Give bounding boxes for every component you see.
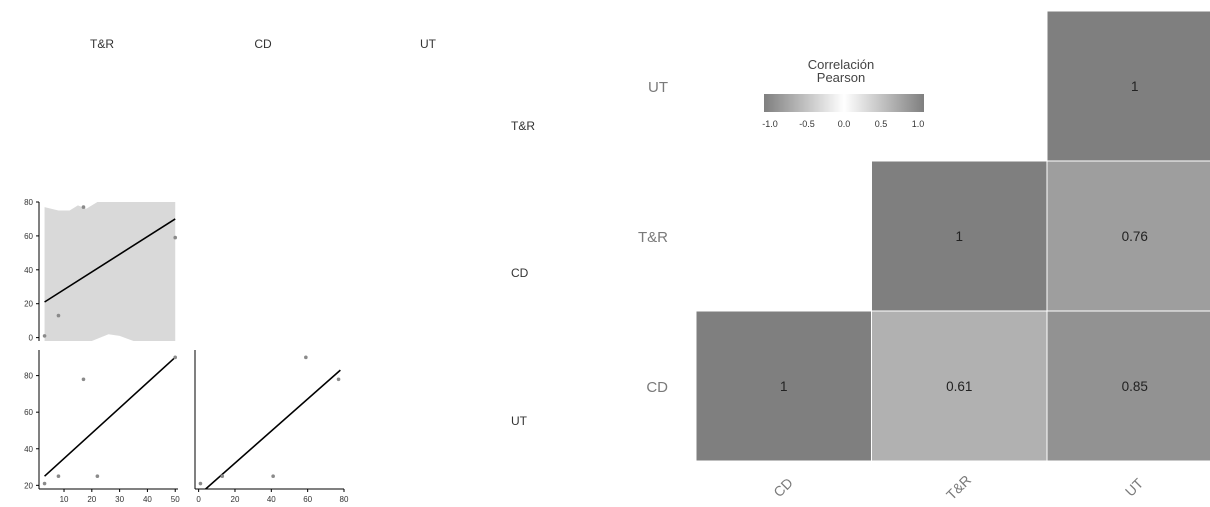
data-point-4 — [336, 377, 341, 382]
x-tick-label-2: 40 — [267, 495, 276, 504]
pairs-plot: T&R CD UT T&R CD UT 0 20 40 60 80 10 20 30 40 50 20 40 60 8… — [24, 37, 535, 504]
scatter-panel-1: 10 20 30 40 50 20 40 60 80 — [24, 350, 180, 504]
y-tick-label-3: 60 — [24, 232, 33, 241]
data-point-0 — [198, 481, 203, 486]
legend-tick-label-4: 1.0 — [912, 119, 925, 129]
data-point-2 — [81, 377, 86, 382]
data-point-3 — [173, 235, 178, 240]
data-point-1 — [56, 474, 61, 478]
heatmap-cell-1 — [871, 310, 1048, 462]
data-point-2 — [81, 205, 86, 209]
x-tick-label-0: 0 — [196, 495, 201, 504]
data-point-1 — [56, 313, 61, 318]
row-label-2: UT — [511, 414, 528, 428]
heatmap-cell-5 — [1046, 10, 1210, 162]
y-tick-label-2: 60 — [24, 408, 33, 417]
legend-tick-label-0: -1.0 — [762, 119, 778, 129]
y-tick-label-3: 80 — [24, 372, 33, 381]
cell-value-label-4: 0.76 — [1122, 229, 1148, 244]
legend-tick-label-3: 0.5 — [875, 119, 888, 129]
column-label-2: UT — [420, 37, 437, 51]
cell-value-label-1: 0.61 — [946, 379, 972, 394]
y-tick-label-0: 0 — [29, 334, 34, 343]
heatmap-cell-0 — [695, 310, 872, 462]
data-point-1 — [220, 474, 225, 478]
data-point-0 — [42, 334, 47, 338]
x-tick-label-1: 20 — [87, 495, 96, 504]
correlation-heatmap: 1 0.61 0.85 1 0.76 1 CD T&R UT CD T&R UT Correlación… — [638, 10, 1210, 503]
cell-value-label-2: 0.85 — [1122, 379, 1148, 394]
x-tick-label-3: 60 — [303, 495, 312, 504]
y-tick-label-0: 20 — [24, 481, 33, 490]
regression-line — [44, 356, 176, 477]
data-point-0 — [42, 481, 47, 486]
cell-value-label-0: 1 — [780, 379, 788, 394]
row-label-1: CD — [511, 266, 529, 280]
column-label-0: T&R — [90, 37, 114, 51]
regression-line — [204, 369, 341, 489]
y-tick-label-2: 40 — [24, 266, 33, 275]
data-point-4 — [173, 355, 178, 360]
column-label-1: CD — [254, 37, 272, 51]
cell-value-label-5: 1 — [1131, 79, 1139, 94]
y-category-label-0: CD — [646, 379, 668, 396]
regression-line — [44, 218, 176, 303]
row-label-0: T&R — [511, 119, 535, 133]
x-category-label-2: UT — [1122, 475, 1147, 500]
legend-title-line-2: Pearson — [817, 70, 865, 85]
legend-tick-label-2: 0.0 — [838, 119, 851, 129]
heatmap-cell-3 — [871, 160, 1048, 312]
x-tick-label-0: 10 — [60, 495, 69, 504]
x-tick-label-4: 50 — [171, 495, 180, 504]
legend-colorbar — [764, 94, 924, 112]
y-tick-label-1: 20 — [24, 300, 33, 309]
scatter-panel-0: 0 20 40 60 80 — [24, 198, 178, 343]
x-tick-label-3: 40 — [143, 495, 152, 504]
x-tick-label-1: 20 — [231, 495, 240, 504]
data-point-2 — [271, 474, 275, 478]
confidence-band — [44, 202, 176, 341]
data-point-3 — [304, 355, 308, 360]
x-category-label-1: T&R — [943, 472, 974, 503]
heatmap-cell-4 — [1046, 160, 1210, 312]
heatmap-cell-2 — [1046, 310, 1210, 462]
cell-value-label-3: 1 — [955, 229, 963, 244]
x-category-label-0: CD — [770, 474, 796, 500]
y-category-label-1: T&R — [638, 229, 668, 246]
legend-tick-label-1: -0.5 — [799, 119, 815, 129]
y-tick-label-1: 40 — [24, 445, 33, 454]
data-point-3 — [95, 474, 100, 478]
x-tick-label-4: 80 — [340, 495, 349, 504]
legend-title-line-1: Correlación — [808, 57, 874, 72]
scatter-panel-2: 0 20 40 60 80 — [194, 350, 349, 504]
x-tick-label-2: 30 — [115, 495, 124, 504]
y-category-label-2: UT — [648, 79, 668, 96]
y-tick-label-4: 80 — [24, 198, 33, 207]
